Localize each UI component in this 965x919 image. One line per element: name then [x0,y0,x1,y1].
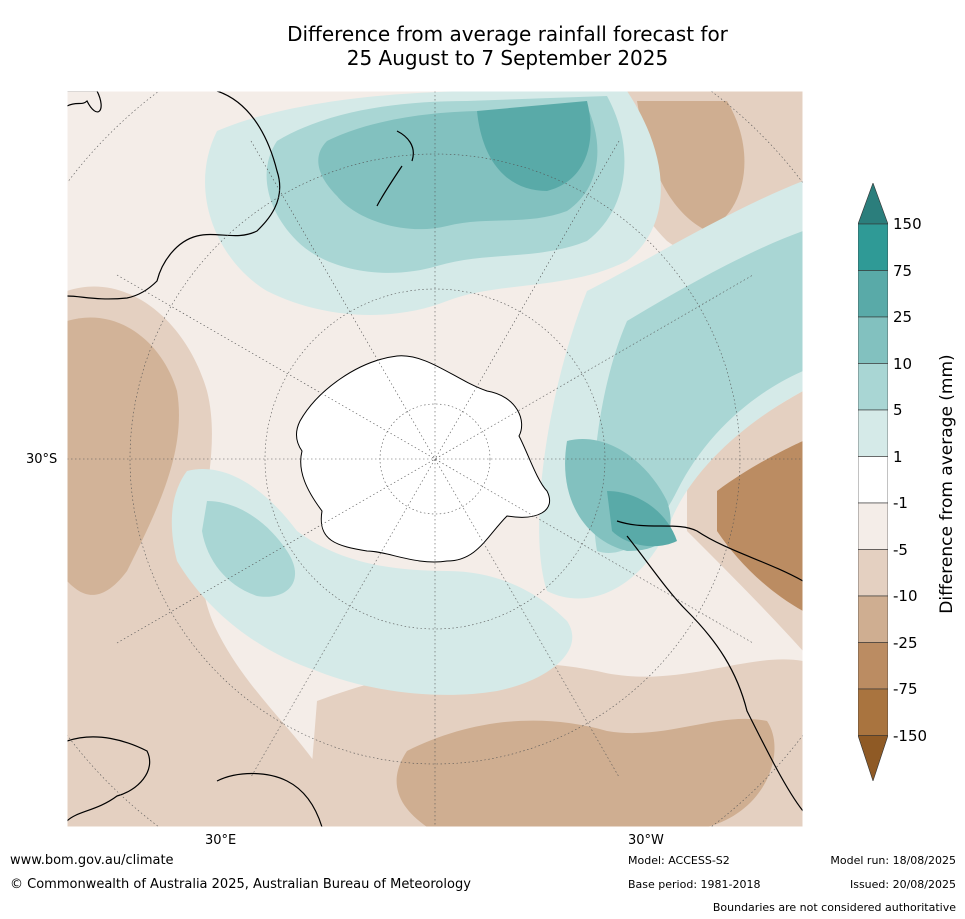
colorbar-tick-label: -25 [893,633,918,652]
title-line-2: 25 August to 7 September 2025 [346,46,669,70]
colorbar-tick-label: -150 [893,726,928,745]
model-run-date: Model run: 18/08/2025 [830,854,956,867]
base-period: Base period: 1981-2018 [628,878,761,891]
colorbar-tick-label: -5 [893,540,908,559]
new-zealand-coastline [376,130,414,207]
colorbar-tick-label: 150 [893,215,922,233]
latitude-label-30s: 30°S [26,452,58,467]
colorbar-segment [858,549,888,597]
colorbar-title: Difference from average (mm) [937,354,957,614]
colorbar-segment [858,270,888,318]
colorbar-segment [858,502,888,550]
model-name: Model: ACCESS-S2 [628,854,730,867]
colorbar-segment [858,223,888,271]
anomaly-wet-nz-core [477,101,591,191]
copyright-text: © Commonwealth of Australia 2025, Austra… [10,877,471,892]
anomaly-wet-drake-strong [607,491,677,547]
colorbar-tick-label: 75 [893,261,913,280]
title-line-1: Difference from average rainfall forecas… [287,22,728,46]
colorbar-tick-label: 25 [893,308,913,326]
colorbar-segment [858,316,888,364]
colorbar-segment [858,456,888,504]
colorbar-tick-label: -10 [893,587,918,605]
colorbar-tick-label: 10 [893,354,913,373]
colorbar-segment [858,409,888,457]
colorbar-tick-label: 5 [893,401,903,419]
anomaly-wet-southern-ring-inner [202,501,296,597]
website-link[interactable]: www.bom.gov.au/climate [10,853,174,868]
anomaly-dry-west [67,317,179,595]
colorbar-tick-label: -1 [893,494,908,512]
anomaly-dry-right-core [717,441,803,611]
colorbar-tick-label: -75 [893,680,918,698]
colorbar-segment [858,363,888,411]
colorbar [858,183,888,781]
boundaries-disclaimer: Boundaries are not considered authoritat… [712,901,956,914]
map-title: Difference from average rainfall forecas… [0,22,965,70]
colorbar-segment [858,688,888,736]
australia-coastline [67,91,281,300]
anomaly-wet-southern-ring [171,469,573,695]
longitude-label-30w: 30°W [628,833,664,848]
colorbar-extend-high [858,183,888,225]
africa-coastline [67,736,323,827]
colorbar-segment [858,595,888,643]
issued-date: Issued: 20/08/2025 [849,878,956,891]
longitude-label-30e: 30°E [205,833,237,848]
colorbar-tick-label: 1 [893,447,903,466]
colorbar-extend-low [858,735,888,781]
rainfall-anomaly-map [67,91,803,827]
graticule [67,91,803,827]
anomaly-dry-bottom-core [396,718,775,827]
antarctica [296,355,550,563]
colorbar-segment [858,642,888,690]
south-america-coastline [616,520,803,812]
anomaly-dry-top-right-core [637,101,745,231]
